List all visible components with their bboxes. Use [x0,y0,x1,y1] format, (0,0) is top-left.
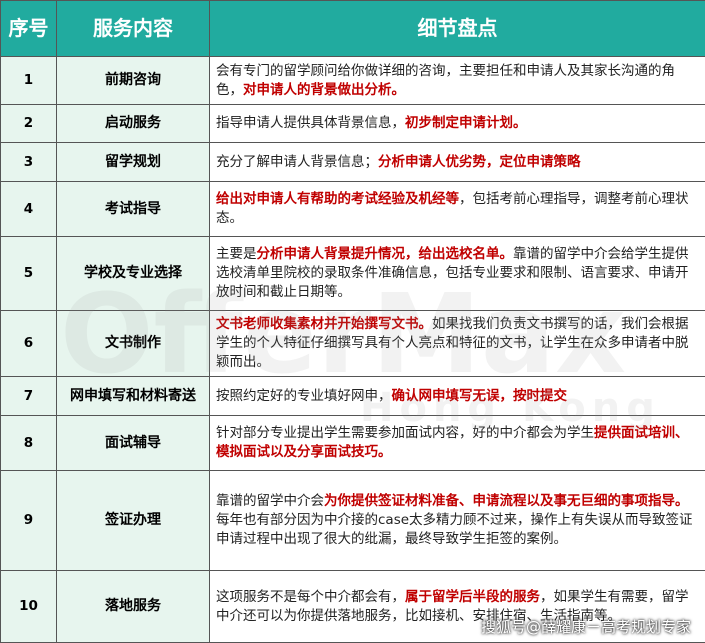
detail-paragraph: 主要是分析申请人背景提升情况，给出选校名单。靠谱的留学中介会给学生提供选校清单里… [216,245,699,302]
table-body: 1 前期咨询 会有专门的留学顾问给你做详细的咨询，主要担任和申请人及其家长沟通的角色… [0,56,705,643]
detail-cell: 充分了解申请人背景信息；分析申请人优劣势，定位申请策略 [209,142,705,182]
detail-paragraph: 给出对申请人有帮助的考试经验及机经等，包括考前心理指导，调整考前心理状态。 [216,190,699,228]
detail-cell: 主要是分析申请人背景提升情况，给出选校名单。靠谱的留学中介会给学生提供选校清单里… [209,236,705,311]
table-row: 5 学校及专业选择 主要是分析申请人背景提升情况，给出选校名单。靠谱的留学中介会给学… [0,236,705,311]
detail-paragraph: 针对部分专业提出学生需要参加面试内容，好的中介都会为学生提供面试培训、模拟面试以… [216,424,699,462]
detail-cell: 给出对申请人有帮助的考试经验及机经等，包括考前心理指导，调整考前心理状态。 [209,181,705,237]
service-name: 落地服务 [56,570,210,643]
detail-text: 充分了解申请人背景信息； [216,153,378,170]
row-number: 5 [0,236,57,311]
row-number: 4 [0,181,57,237]
table-row: 7 网申填写和材料寄送 按照约定好的专业填好网申，确认网申填写无误，按时提交 [0,376,705,416]
detail-text: ，包括考前心理指导，调整考前心理状态。 [216,191,689,226]
highlight-text: 给出对申请人有帮助的考试经验及机经等 [216,191,459,207]
highlight-text: 确认网申填写无误，按时提交 [391,387,568,404]
detail-paragraph: 充分了解申请人背景信息；分析申请人优劣势，定位申请策略 [216,153,699,172]
row-number: 8 [0,415,57,471]
highlight-text: 分析申请人优劣势，定位申请策略 [378,153,581,170]
detail-cell: 针对部分专业提出学生需要参加面试内容，好的中介都会为学生提供面试培训、模拟面试以… [209,415,705,471]
highlight-text: 属于留学后半段的服务 [405,588,540,605]
detail-text: 针对部分专业提出学生需要参加面试内容，好的中介都会为学生 [216,425,594,441]
row-number: 1 [0,56,57,105]
table-row: 9 签证办理 靠谱的留学中介会为你提供签证材料准备、申请流程以及事无巨细的事项指导。… [0,470,705,571]
detail-cell: 这项服务不是每个中介都会有，属于留学后半段的服务，如果学生有需要，留学中介还可以… [209,570,705,643]
row-number: 10 [0,570,57,643]
detail-cell: 会有专门的留学顾问给你做详细的咨询，主要担任和申请人及其家长沟通的角色，对申请人… [209,56,705,105]
header-cell: 服务内容 [56,0,210,57]
highlight-text: 提供面试培训、模拟面试以及分享面试技巧。 [216,425,689,460]
detail-paragraph: 每年也有部分因为中介接的case太多精力顾不过来，操作上有失误从而导致签证申请过… [216,511,699,549]
detail-paragraph: 会有专门的留学顾问给你做详细的咨询，主要担任和申请人及其家长沟通的角色，对申请人… [216,62,699,100]
table-row: 1 前期咨询 会有专门的留学顾问给你做详细的咨询，主要担任和申请人及其家长沟通的角色… [0,56,705,105]
table-row: 2 启动服务 指导申请人提供具体背景信息，初步制定申请计划。 [0,104,705,143]
detail-text: 主要是 [216,246,257,262]
detail-paragraph: 靠谱的留学中介会为你提供签证材料准备、申请流程以及事无巨细的事项指导。 [216,492,699,511]
table-row: 3 留学规划 充分了解申请人背景信息；分析申请人优劣势，定位申请策略 [0,142,705,182]
row-number: 9 [0,470,57,571]
detail-paragraph: 按照约定好的专业填好网申，确认网申填写无误，按时提交 [216,387,699,406]
service-name: 考试指导 [56,181,210,237]
detail-cell: 指导申请人提供具体背景信息，初步制定申请计划。 [209,104,705,143]
detail-cell: 按照约定好的专业填好网申，确认网申填写无误，按时提交 [209,376,705,416]
table-row: 8 面试辅导 针对部分专业提出学生需要参加面试内容，好的中介都会为学生提供面试培训、… [0,415,705,471]
row-number: 7 [0,376,57,416]
service-name: 面试辅导 [56,415,210,471]
row-number: 6 [0,310,57,377]
service-name: 启动服务 [56,104,210,143]
detail-text: 如果找我们负责文书撰写的话，我们会根据学生的个人特征仔细撰写具有个人亮点和特征的… [216,316,689,370]
table-row: 6 文书制作 文书老师收集素材并开始撰写文书。如果找我们负责文书撰写的话，我们会根据… [0,310,705,377]
detail-text: 指导申请人提供具体背景信息， [216,115,405,131]
detail-text: ，如果学生有需要，留学中介还可以为你提供落地服务，比如接机、安排住宿、生活指南等… [216,588,689,624]
row-number: 2 [0,104,57,143]
highlight-text: 为你提供签证材料准备、申请流程以及事无巨细的事项指导。 [324,493,689,509]
service-name: 留学规划 [56,142,210,182]
service-name: 网申填写和材料寄送 [56,376,210,416]
detail-cell: 靠谱的留学中介会为你提供签证材料准备、申请流程以及事无巨细的事项指导。 每年也有部… [209,470,705,571]
detail-text: 这项服务不是每个中介都会有， [216,588,405,605]
header-cell: 细节盘点 [209,0,705,57]
header-row: 序号 服务内容 细节盘点 [0,0,705,57]
service-name: 学校及专业选择 [56,236,210,311]
header-cell: 序号 [0,0,57,57]
detail-paragraph: 文书老师收集素材并开始撰写文书。如果找我们负责文书撰写的话，我们会根据学生的个人… [216,315,699,372]
row-number: 3 [0,142,57,182]
detail-paragraph: 这项服务不是每个中介都会有，属于留学后半段的服务，如果学生有需要，留学中介还可以… [216,588,699,626]
service-name: 文书制作 [56,310,210,377]
detail-text: 会有专门的留学顾问给你做详细的咨询，主要担任和申请人及其家长沟通的角色， [216,62,675,98]
highlight-text: 对申请人的背景做出分析。 [243,81,405,98]
service-name: 前期咨询 [56,56,210,105]
detail-text: 靠谱的留学中介会 [216,493,324,509]
detail-cell: 文书老师收集素材并开始撰写文书。如果找我们负责文书撰写的话，我们会根据学生的个人… [209,310,705,377]
detail-text: 按照约定好的专业填好网申， [216,387,392,404]
detail-text: 每年也有部分因为中介接的case太多精力顾不过来，操作上有失误从而导致签证申请过… [216,512,693,547]
detail-text: 靠谱的留学中介会给学生提供选校清单里院校的录取条件准确信息，包括专业要求和限制、… [216,246,689,300]
highlight-text: 初步制定申请计划。 [405,115,527,131]
detail-paragraph: 指导申请人提供具体背景信息，初步制定申请计划。 [216,114,699,133]
highlight-text: 分析申请人背景提升情况，给出选校名单。 [256,246,514,262]
service-name: 签证办理 [56,470,210,571]
table-row: 10 落地服务 这项服务不是每个中介都会有，属于留学后半段的服务，如果学生有需要，留… [0,570,705,643]
credit: 搜狐号@薛耀康－高考规划专家 [480,618,691,636]
highlight-text: 文书老师收集素材并开始撰写文书。 [216,316,432,332]
table-row: 4 考试指导 给出对申请人有帮助的考试经验及机经等，包括考前心理指导，调整考前心理状… [0,181,705,237]
